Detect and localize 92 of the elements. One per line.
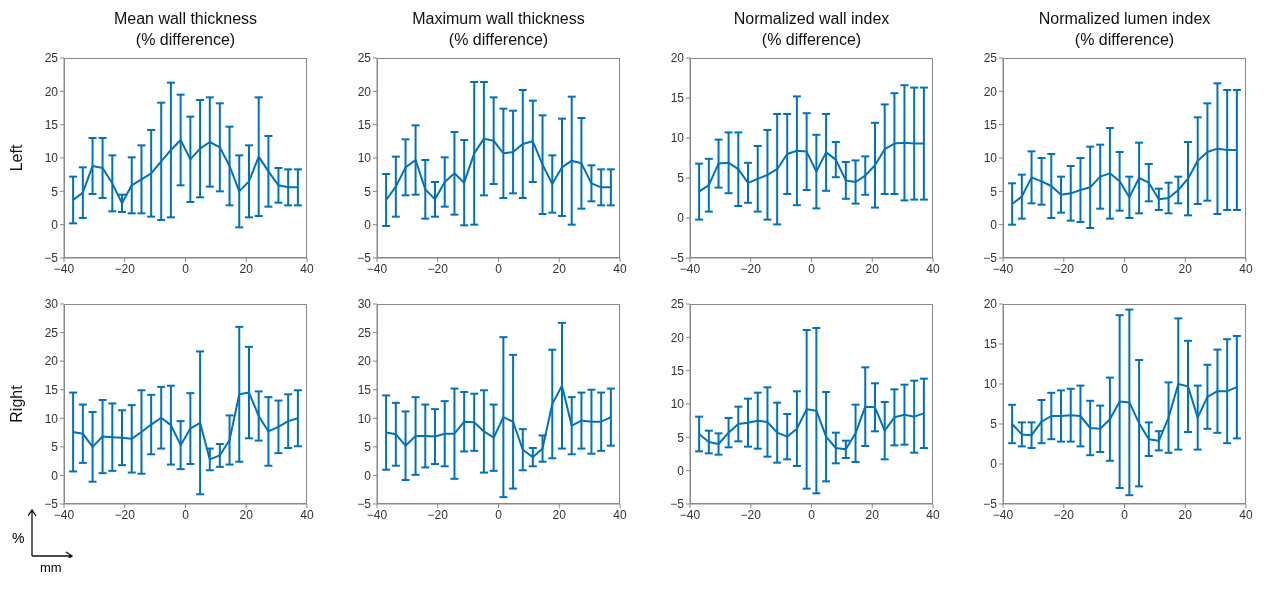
x-tick-label: 20 <box>1178 507 1193 522</box>
y-tick-label: 15 <box>983 337 998 352</box>
x-tick-label: 20 <box>865 261 880 276</box>
y-tick-label: 30 <box>44 297 59 312</box>
y-axis-title: Left <box>8 144 26 172</box>
y-tick-label: 5 <box>51 184 59 199</box>
text: mm <box>40 560 62 575</box>
y-tick-label: 10 <box>983 151 998 166</box>
x-tick-label: −20 <box>427 261 449 276</box>
y-tick-label: 5 <box>677 430 685 445</box>
y-tick-label: 5 <box>51 440 59 455</box>
x-tick-label: 0 <box>1121 261 1129 276</box>
y-tick-label: 20 <box>670 51 685 66</box>
y-tick-label: 15 <box>670 91 685 106</box>
y-tick-label: 20 <box>983 84 998 99</box>
y-tick-label: 20 <box>357 84 372 99</box>
y-tick-label: 10 <box>983 377 998 392</box>
y-tick-label: 15 <box>357 382 372 397</box>
y-tick-label: 20 <box>44 84 59 99</box>
x-tick-label: 0 <box>808 507 816 522</box>
x-tick-label: 40 <box>613 261 627 276</box>
y-tick-label: 0 <box>677 463 685 478</box>
x-tick-label: 40 <box>1239 507 1253 522</box>
y-tick-label: 0 <box>364 217 372 232</box>
chart-title: Maximum wall thickness <box>411 9 586 29</box>
y-tick-label: 10 <box>670 397 685 412</box>
y-tick-label: 5 <box>990 417 998 432</box>
x-tick-label: −20 <box>740 507 762 522</box>
y-tick-label: 15 <box>44 382 59 397</box>
y-tick-label: 5 <box>677 171 685 186</box>
x-tick-label: 0 <box>182 261 190 276</box>
chart-subtitle: (% difference) <box>760 30 863 50</box>
chart-subtitle: (% difference) <box>1073 30 1176 50</box>
x-tick-label: −20 <box>740 261 762 276</box>
y-tick-label: 5 <box>364 184 372 199</box>
x-tick-label: 40 <box>613 507 627 522</box>
y-axis-title: Right <box>8 385 26 423</box>
x-tick-label: 0 <box>495 261 503 276</box>
y-tick-label: 15 <box>983 117 998 132</box>
x-tick-label: 20 <box>239 507 254 522</box>
x-tick-label: 20 <box>865 507 880 522</box>
x-tick-label: −20 <box>114 507 136 522</box>
y-tick-label: 10 <box>44 151 59 166</box>
y-tick-label: 25 <box>357 51 372 66</box>
x-tick-label: 40 <box>926 261 940 276</box>
chart-title: Normalized lumen index <box>1037 9 1212 29</box>
y-tick-label: 0 <box>51 468 59 483</box>
x-tick-label: 40 <box>926 507 940 522</box>
y-tick-label: 0 <box>677 211 685 226</box>
x-tick-label: 40 <box>300 261 314 276</box>
x-tick-label: 20 <box>552 261 567 276</box>
y-tick-label: 0 <box>990 217 998 232</box>
text: % <box>12 530 25 546</box>
chart-title: Normalized wall index <box>732 9 891 29</box>
y-tick-label: 15 <box>44 117 59 132</box>
y-tick-label: 20 <box>670 330 685 345</box>
x-tick-label: 40 <box>300 507 314 522</box>
x-tick-label: −20 <box>427 507 449 522</box>
y-tick-label: 15 <box>357 117 372 132</box>
y-tick-label: 25 <box>357 325 372 340</box>
chart-title: Mean wall thickness <box>112 9 259 29</box>
x-tick-label: 40 <box>1239 261 1253 276</box>
x-tick-label: −20 <box>1053 507 1075 522</box>
y-tick-label: 25 <box>44 325 59 340</box>
x-tick-label: 0 <box>495 507 503 522</box>
y-tick-label: 25 <box>983 51 998 66</box>
x-tick-label: 0 <box>808 261 816 276</box>
x-tick-label: −20 <box>114 261 136 276</box>
y-tick-label: 20 <box>983 297 998 312</box>
chart-subtitle: (% difference) <box>447 30 550 50</box>
y-tick-label: 10 <box>44 411 59 426</box>
y-tick-label: 5 <box>990 184 998 199</box>
y-tick-label: 20 <box>357 354 372 369</box>
chart-subtitle: (% difference) <box>134 30 237 50</box>
y-tick-label: 20 <box>44 354 59 369</box>
y-tick-label: 10 <box>670 131 685 146</box>
x-tick-label: 0 <box>182 507 190 522</box>
y-tick-label: 10 <box>357 151 372 166</box>
y-tick-label: 0 <box>51 217 59 232</box>
y-tick-label: 25 <box>670 297 685 312</box>
x-tick-label: 0 <box>1121 507 1129 522</box>
y-tick-label: 5 <box>364 440 372 455</box>
x-tick-label: −20 <box>1053 261 1075 276</box>
x-tick-label: 20 <box>1178 261 1193 276</box>
y-tick-label: 0 <box>364 468 372 483</box>
x-tick-label: 20 <box>552 507 567 522</box>
y-tick-label: 30 <box>357 297 372 312</box>
y-tick-label: 10 <box>357 411 372 426</box>
y-tick-label: 25 <box>44 51 59 66</box>
x-tick-label: 20 <box>239 261 254 276</box>
y-tick-label: 0 <box>990 457 998 472</box>
y-tick-label: 15 <box>670 363 685 378</box>
